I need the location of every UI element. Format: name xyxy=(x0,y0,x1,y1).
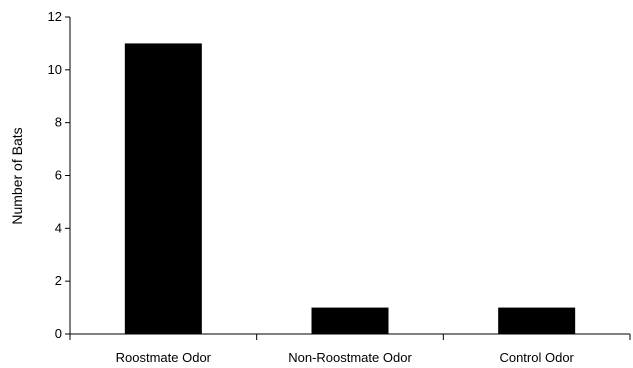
y-tick-label: 8 xyxy=(55,115,62,130)
y-tick-label: 12 xyxy=(48,9,62,24)
y-tick-label: 6 xyxy=(55,168,62,183)
bars-group xyxy=(124,43,576,335)
bar xyxy=(124,43,202,335)
bar xyxy=(498,307,576,334)
y-tick-label: 10 xyxy=(48,62,62,77)
y-axis-title: Number of Bats xyxy=(9,127,25,224)
bar xyxy=(311,307,389,334)
y-tick-label: 4 xyxy=(55,220,62,235)
y-tick-label: 2 xyxy=(55,273,62,288)
y-tick-label: 0 xyxy=(55,326,62,341)
y-axis: 0 2 4 6 8 10 12 xyxy=(48,9,71,341)
x-category-label: Control Odor xyxy=(499,350,574,365)
x-category-label: Roostmate Odor xyxy=(116,350,212,365)
x-axis: Roostmate Odor Non-Roostmate Odor Control … xyxy=(69,333,631,365)
x-category-label: Non-Roostmate Odor xyxy=(288,350,412,365)
